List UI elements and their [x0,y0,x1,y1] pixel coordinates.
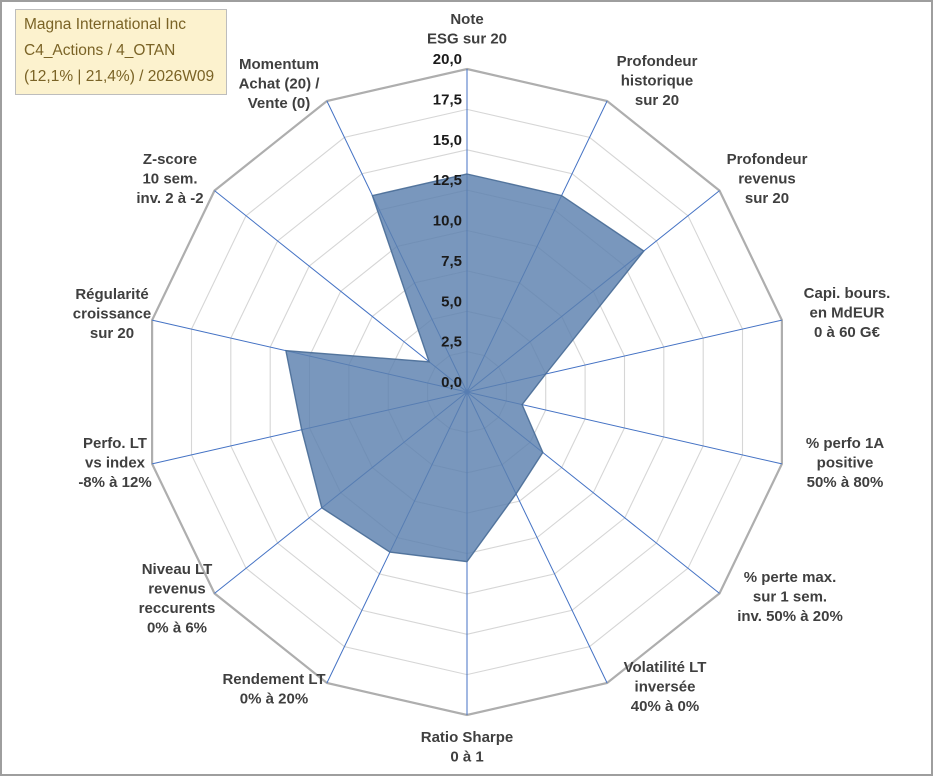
radial-tick-label: 20,0 [433,51,462,68]
chart-title-box: Magna International Inc C4_Actions / 4_O… [15,9,228,95]
axis-label: Niveau LT revenus reccurents 0% à 6% [139,561,216,637]
axis-label: Perfo. LT vs index -8% à 12% [78,435,151,491]
axis-label: % perfo 1A positive 50% à 80% [806,435,885,491]
radial-tick-label: 0,0 [441,374,462,391]
axis-label-layer: Note ESG sur 20 Profondeur historique sur 20… [73,11,891,766]
axis-label: Ratio Sharpe 0 à 1 [421,729,514,766]
axis-label: Capi. bours. en MdEUR 0 à 60 G€ [804,285,891,341]
chart-title-stats-week: (12,1% | 21,4%) / 2026W09 [24,68,215,85]
radial-tick-label: 5,0 [441,293,462,310]
radial-tick-label: 17,5 [433,91,462,108]
axis-label: Note ESG sur 20 [427,11,507,48]
axis-label: Profondeur historique sur 20 [617,53,698,109]
chart-title-company: Magna International Inc [24,16,186,33]
radial-tick-label: 10,0 [433,213,462,230]
axis-label: Régularité croissance sur 20 [73,286,151,342]
axis-label: Z-score 10 sem. inv. 2 à -2 [136,151,203,207]
chart-title-portfolio: C4_Actions / 4_OTAN [24,42,176,59]
radial-tick-layer: 0,0 2,5 5,0 7,5 10,0 12,5 15,0 17,5 20,0 [433,51,462,391]
axis-spoke [214,190,468,393]
radial-tick-label: 15,0 [433,132,462,149]
radial-tick-label: 2,5 [441,334,462,351]
radial-tick-label: 12,5 [433,172,462,189]
series-layer [285,173,645,563]
data-polygon [285,173,645,563]
axis-label: % perte max. sur 1 sem. inv. 50% à 20% [737,569,843,625]
radial-tick-label: 7,5 [441,253,462,270]
axis-label: Rendement LT 0% à 20% [222,671,325,708]
axis-label: Momentum Achat (20) / Vente (0) [239,56,321,112]
axis-label: Volatilité LT inversée 40% à 0% [624,659,707,715]
axis-label: Profondeur revenus sur 20 [727,151,808,207]
